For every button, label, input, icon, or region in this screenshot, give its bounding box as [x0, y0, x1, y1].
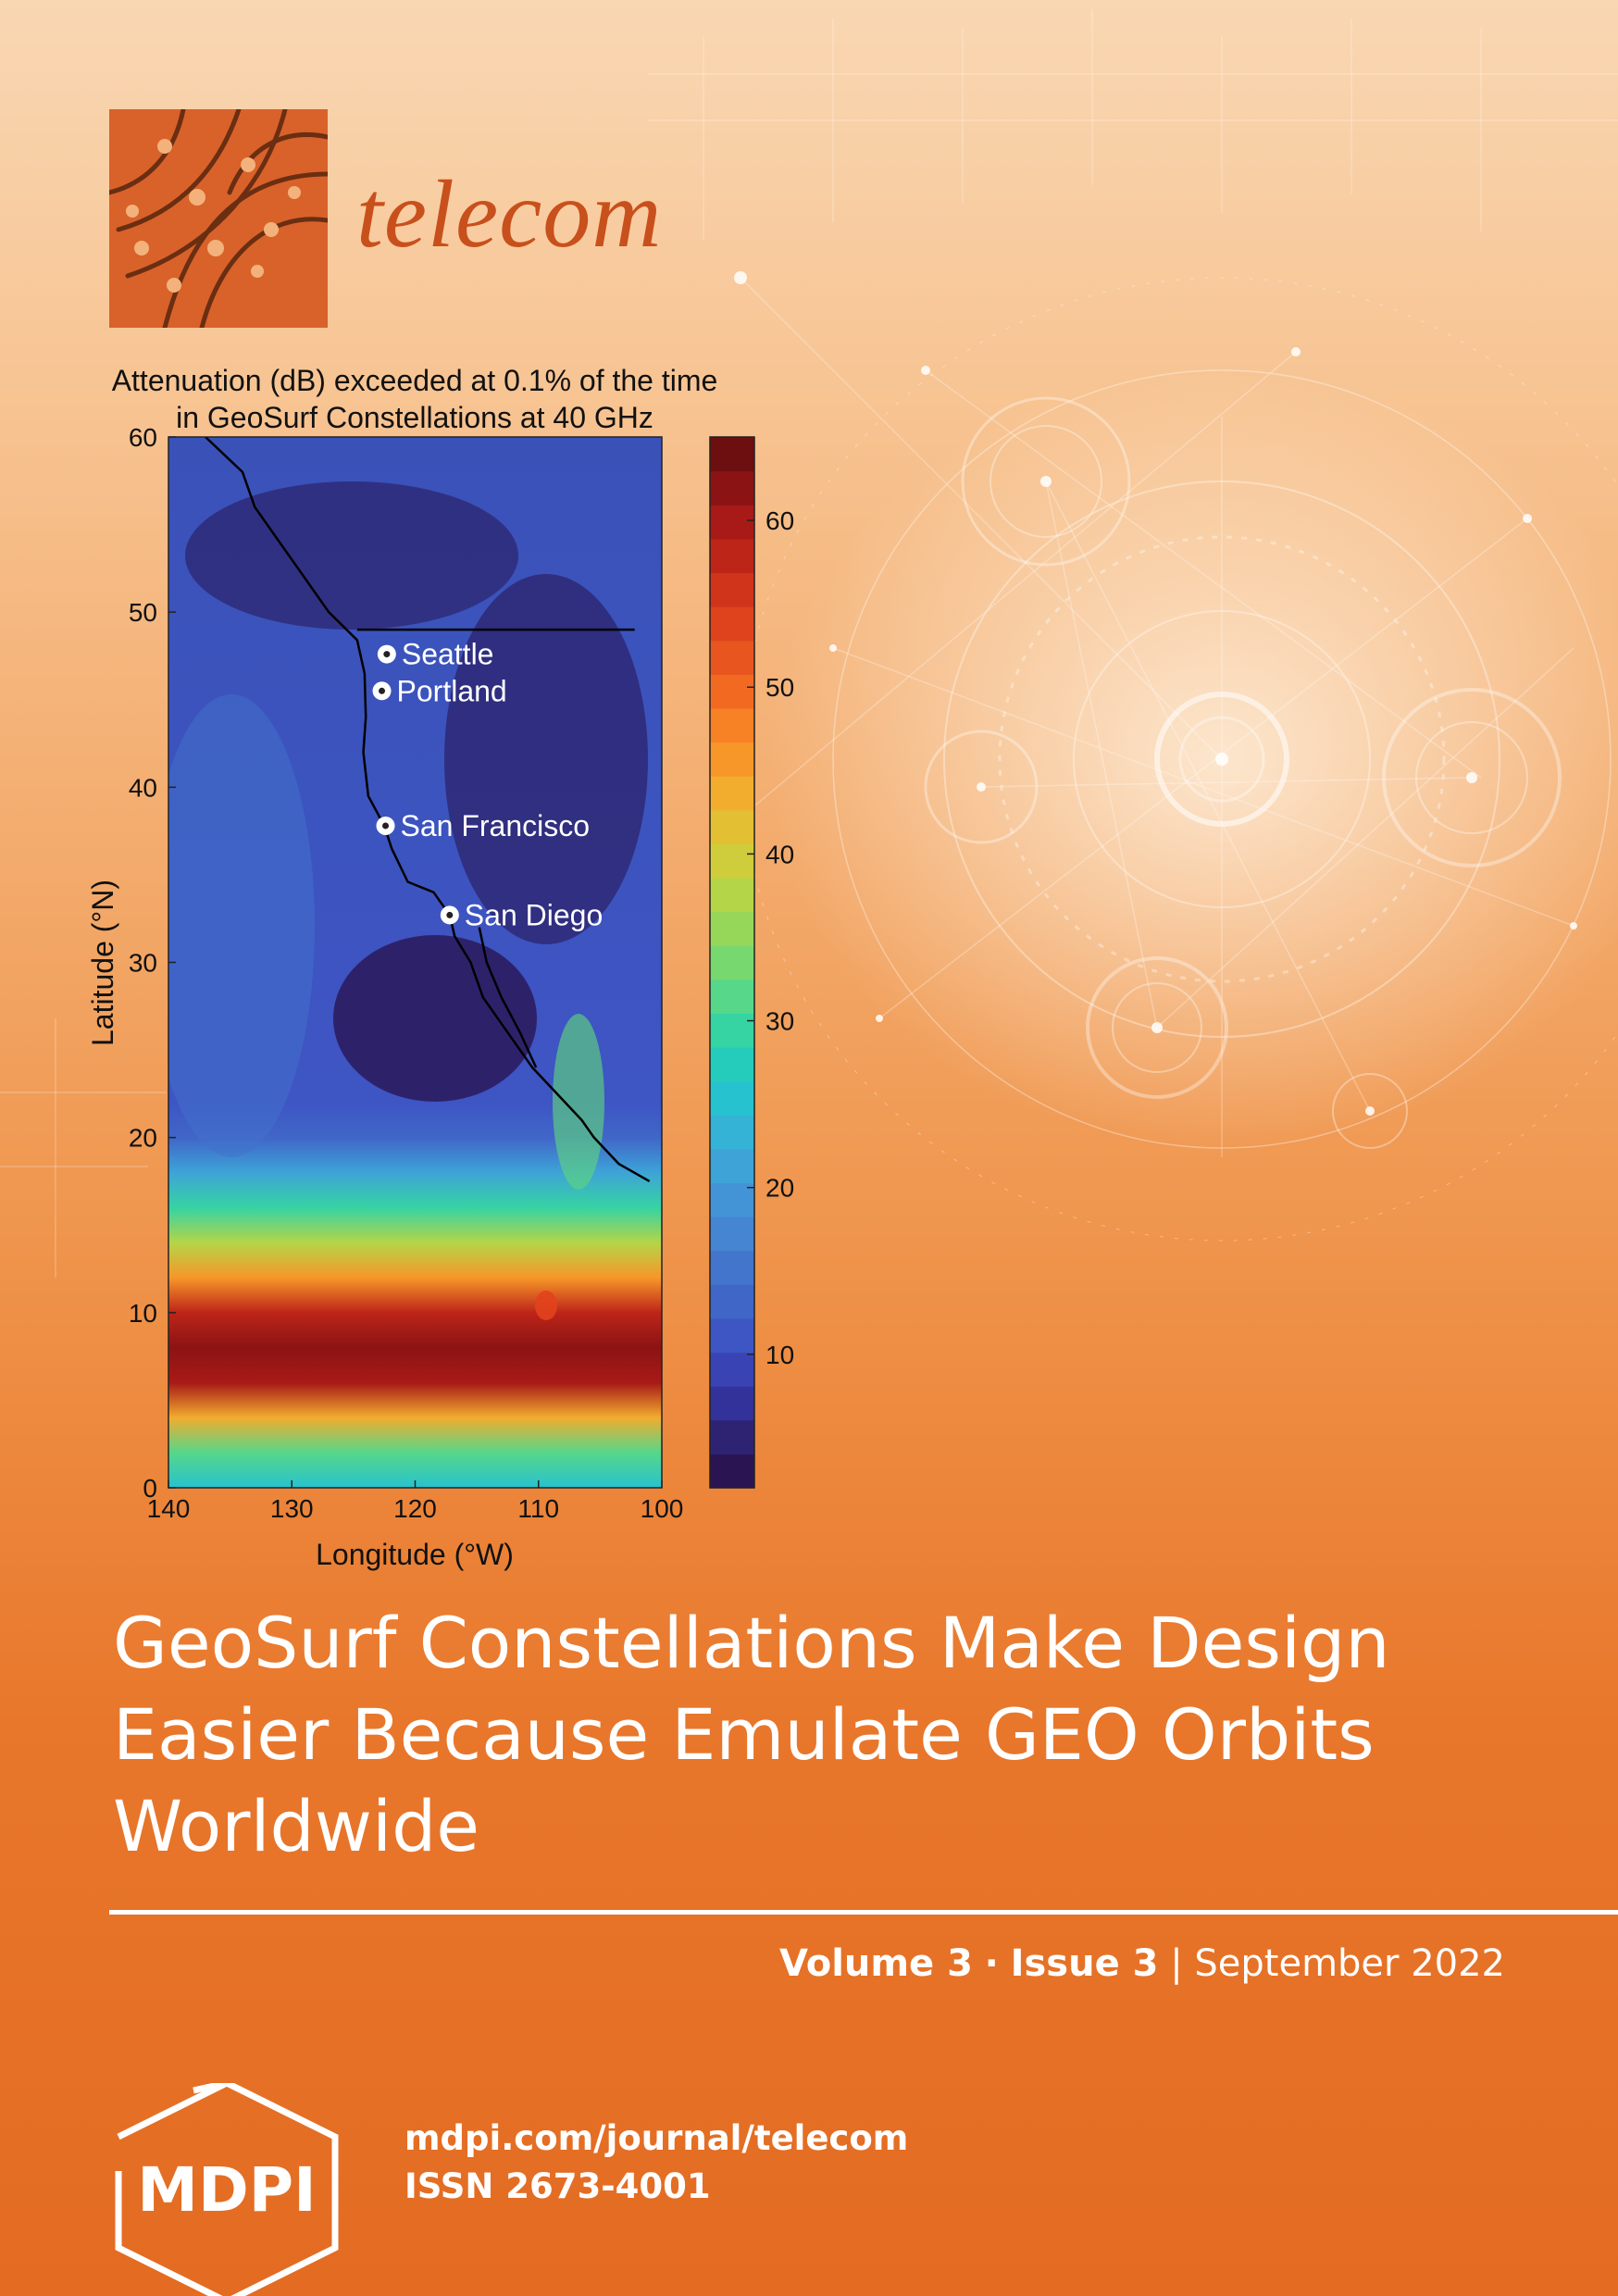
y-tick-label: 60 — [129, 423, 157, 452]
colorbar-segment — [710, 572, 754, 607]
x-tick-label: 100 — [641, 1494, 684, 1523]
y-tick-label: 50 — [129, 598, 157, 627]
warm-attenuation-region — [535, 1291, 557, 1320]
city-dot-center — [446, 911, 454, 918]
colorbar-tick-label: 50 — [765, 673, 794, 702]
cover-title: GeoSurf Constellations Make Design Easie… — [113, 1597, 1557, 1872]
colorbar-segment — [710, 505, 754, 540]
colorbar-segment — [710, 776, 754, 811]
warm-attenuation-region — [553, 1014, 604, 1190]
colorbar-tick-label: 10 — [765, 1341, 794, 1369]
colorbar-tick-label: 20 — [765, 1174, 794, 1203]
chart-title-line1: Attenuation (dB) exceeded at 0.1% of the… — [112, 364, 718, 397]
volume-label: Volume 3 — [778, 1942, 973, 1985]
y-tick-label: 0 — [143, 1474, 157, 1503]
city-label: Portland — [397, 674, 507, 707]
x-tick-label: 110 — [517, 1494, 559, 1523]
colorbar-segment — [710, 437, 754, 472]
journal-url: mdpi.com/journal/telecom — [404, 2118, 909, 2158]
colorbar-tick-label: 30 — [765, 1007, 794, 1036]
issue-separator: · — [984, 1942, 999, 1985]
chart-title-line2: in GeoSurf Constellations at 40 GHz — [176, 401, 653, 434]
coastline — [205, 437, 651, 1183]
colorbar-segment — [710, 606, 754, 642]
colorbar-segment — [710, 1080, 754, 1116]
low-attenuation-region — [185, 481, 518, 630]
colorbar-segment — [710, 1013, 754, 1048]
mdpi-logo-icon: MDPI — [115, 2083, 339, 2296]
city-label: San Francisco — [401, 809, 591, 842]
colorbar-segment — [710, 742, 754, 777]
issue-date: September 2022 — [1194, 1942, 1505, 1985]
colorbar-segment — [710, 1148, 754, 1184]
issue-info: Volume 3 · Issue 3 | September 2022 — [779, 1942, 1505, 1985]
colorbar-segment — [710, 1284, 754, 1319]
colorbar-segment — [710, 470, 754, 505]
colorbar-segment — [710, 1217, 754, 1252]
mid-attenuation-region — [168, 694, 315, 1157]
coastline-path — [205, 437, 651, 1183]
x-tick-label: 140 — [147, 1494, 191, 1523]
colorbar-segment — [710, 1047, 754, 1082]
colorbar-segment — [710, 1386, 754, 1421]
y-tick-label: 30 — [129, 949, 157, 978]
colorbar-segment — [710, 1352, 754, 1387]
city-marker: San Francisco — [376, 809, 591, 842]
y-tick-label: 40 — [129, 773, 157, 802]
title-divider — [109, 1910, 1618, 1915]
y-axis-label: Latitude (°N) — [86, 880, 119, 1046]
colorbar-segment — [710, 809, 754, 844]
colorbar-segment — [710, 640, 754, 675]
city-dot-center — [382, 822, 390, 830]
y-tick-label: 10 — [129, 1299, 157, 1328]
x-axis-label: Longitude (°W) — [316, 1538, 514, 1571]
city-dot-center — [383, 651, 391, 658]
colorbar-segment — [710, 979, 754, 1015]
colorbar-frame — [709, 436, 755, 1489]
colorbar-segment — [710, 538, 754, 574]
baja-coastline-path — [478, 927, 538, 1068]
city-marker: San Diego — [440, 898, 603, 931]
y-tick-label: 20 — [129, 1124, 157, 1153]
city-label: Seattle — [402, 638, 494, 671]
x-tick-label: 130 — [270, 1494, 314, 1523]
colorbar-segment — [710, 911, 754, 946]
cover-title-line2: Easier Because Emulate GEO Orbits — [113, 1693, 1375, 1776]
colorbar-segment — [710, 1419, 754, 1454]
cover-title-line3: Worldwide — [113, 1785, 480, 1867]
colorbar-segment — [710, 1317, 754, 1354]
telecom-logo-icon — [109, 109, 328, 328]
colorbar-segment — [710, 1115, 754, 1150]
low-attenuation-region — [444, 574, 648, 944]
x-tick-label: 120 — [393, 1494, 437, 1523]
city-dot-center — [379, 687, 386, 694]
journal-name: telecom — [356, 161, 663, 268]
colorbar-segment — [710, 674, 754, 709]
colorbar-segment — [710, 877, 754, 913]
colorbar-segment — [710, 1182, 754, 1217]
city-marker: Portland — [372, 674, 507, 707]
city-label: San Diego — [465, 898, 603, 931]
y-axis-ticks: 0 10 20 30 40 50 60 — [129, 423, 176, 1503]
mdpi-logo-text: MDPI — [137, 2154, 316, 2226]
issn: ISSN 2673-4001 — [404, 2166, 711, 2206]
colorbar-segment — [710, 843, 754, 879]
colorbar-segment — [710, 1454, 754, 1489]
colorbar-segment — [710, 1250, 754, 1285]
colorbar: 10 20 30 40 50 60 — [709, 436, 794, 1489]
colorbar-tick-label: 40 — [765, 840, 794, 868]
issue-label: Issue 3 — [1010, 1942, 1159, 1985]
issue-divider: | — [1170, 1942, 1183, 1985]
city-marker: Seattle — [377, 638, 494, 671]
low-attenuation-region — [333, 935, 537, 1102]
colorbar-segment — [710, 945, 754, 980]
x-axis-ticks: 140 130 120 110 100 — [147, 1480, 684, 1523]
colorbar-segment — [710, 707, 754, 743]
colorbar-tick-label: 60 — [765, 506, 794, 535]
cover-title-line1: GeoSurf Constellations Make Design — [113, 1602, 1390, 1684]
